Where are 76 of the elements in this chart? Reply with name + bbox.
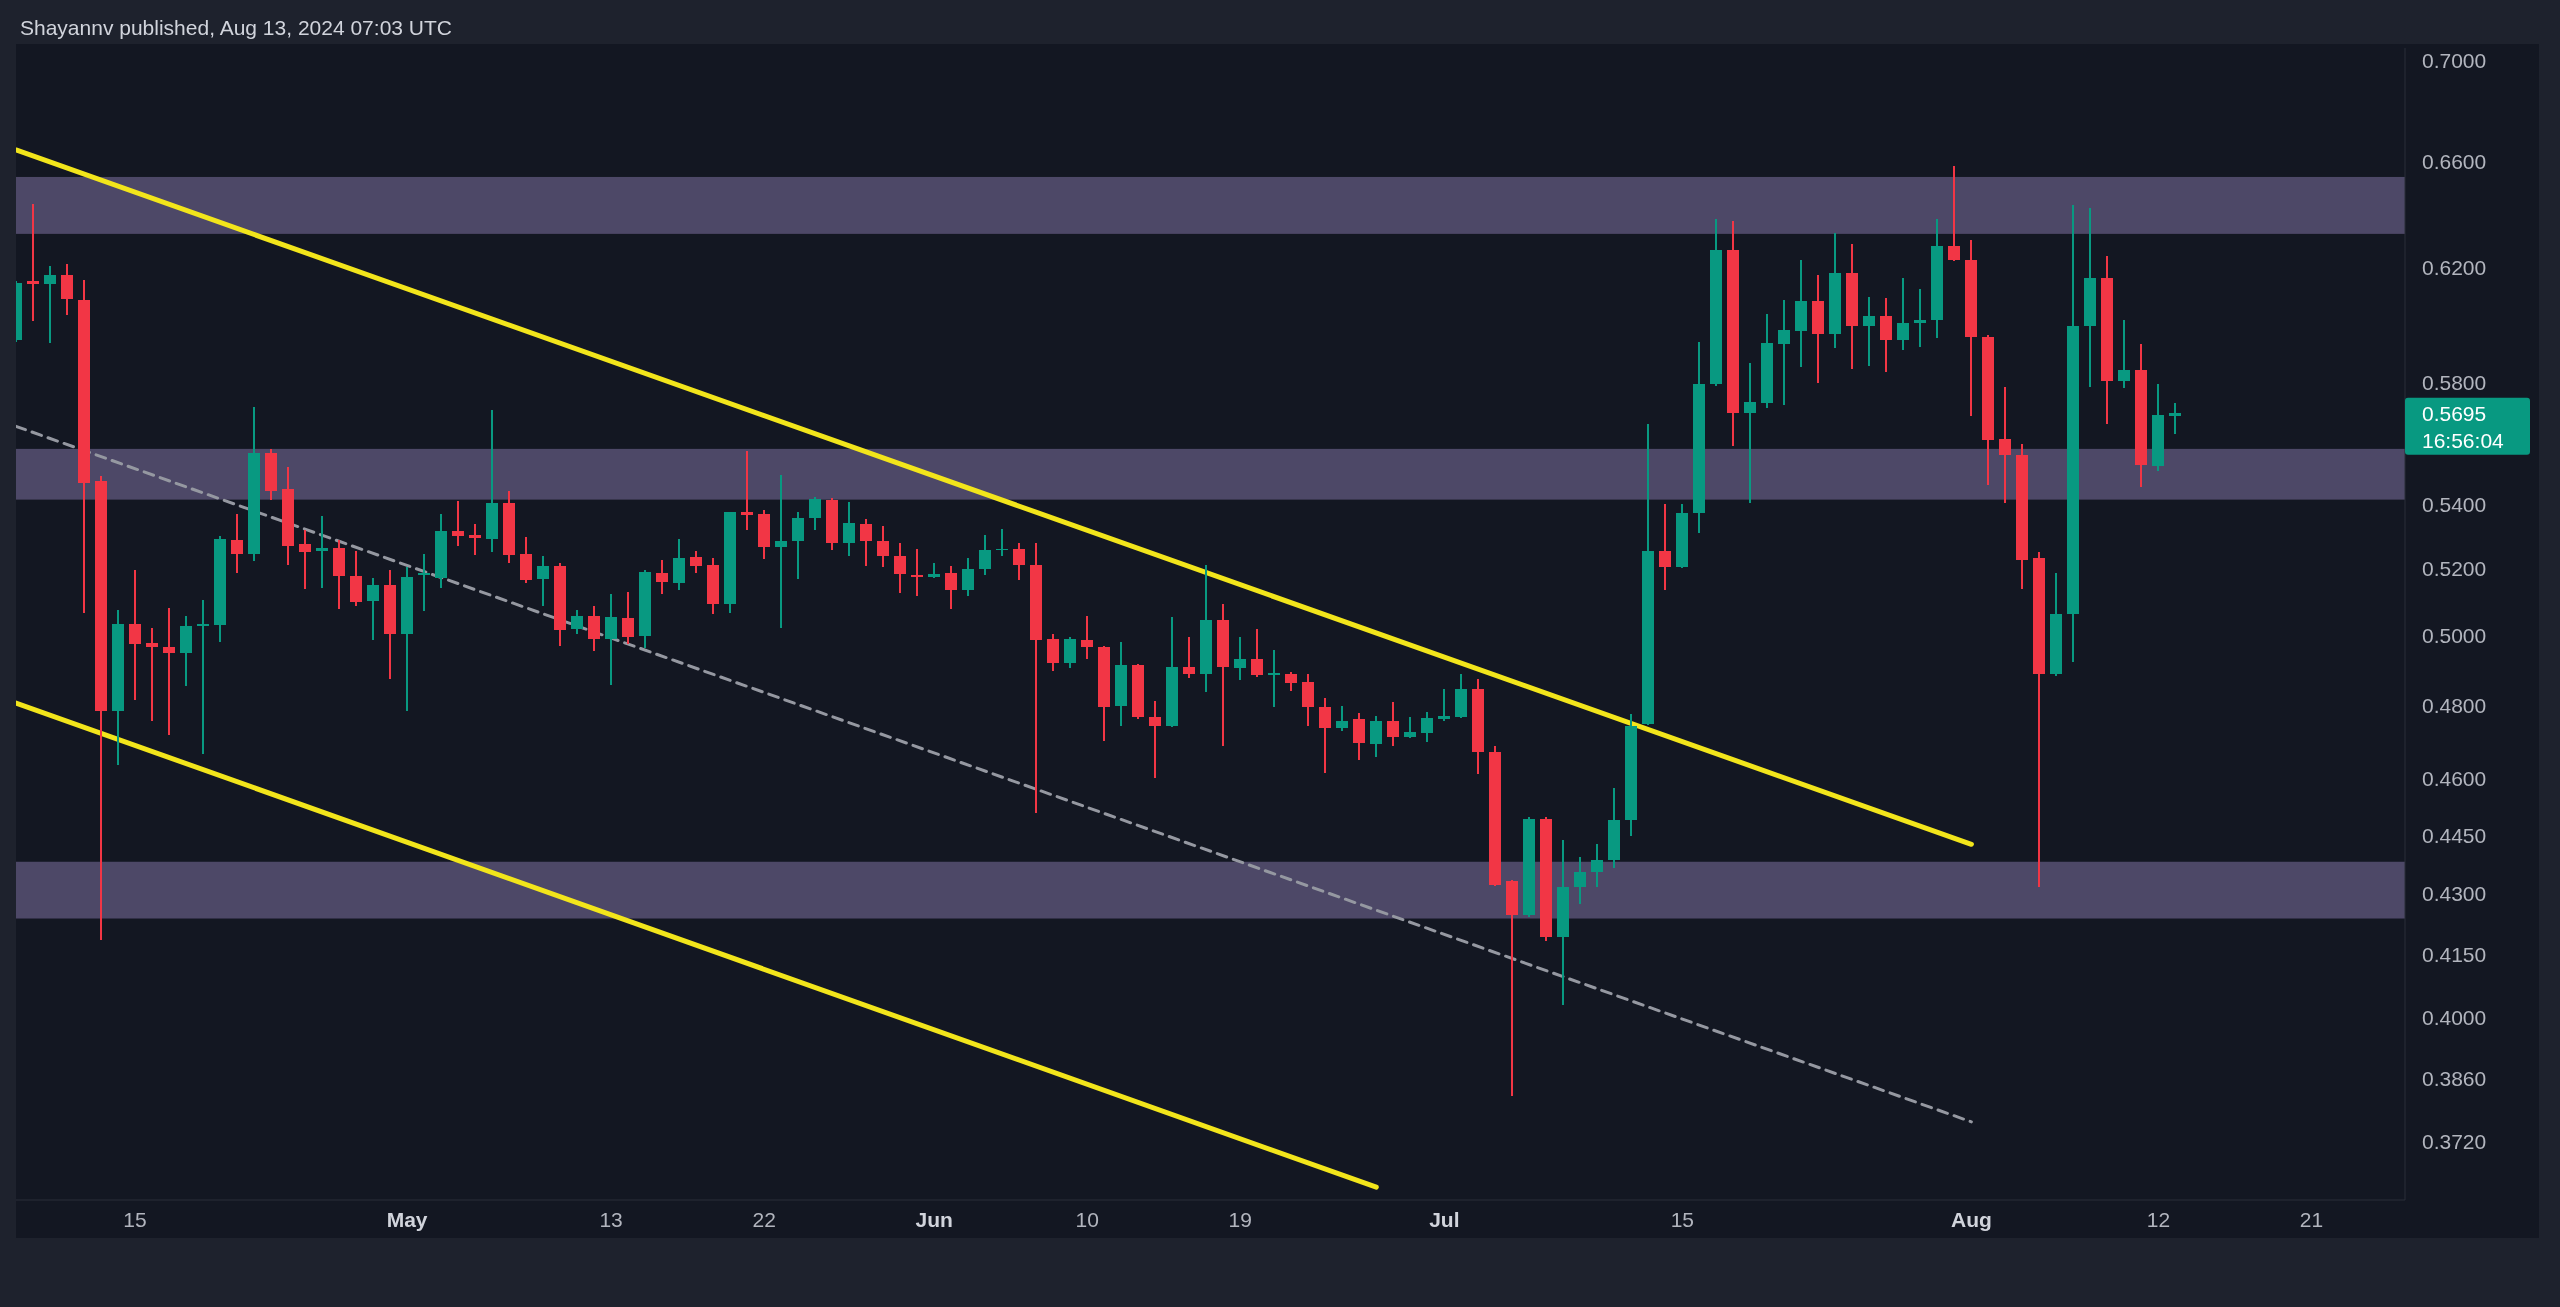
candlestick (1812, 275, 1824, 384)
x-tick-label: 12 (2146, 1207, 2171, 1231)
candlestick (197, 599, 209, 755)
x-tick-label: 21 (2299, 1207, 2324, 1231)
candlestick (1897, 277, 1909, 350)
candlestick (2118, 319, 2130, 389)
candlestick (690, 551, 702, 573)
y-tick-label: 0.4450 (2422, 823, 2487, 847)
candlestick (1914, 288, 1926, 348)
candlestick (1404, 716, 1416, 739)
text: 0.5695 (2422, 401, 2487, 425)
candlestick (1744, 363, 1756, 504)
y-tick-label: 0.4800 (2422, 693, 2487, 717)
candlestick (1880, 298, 1892, 372)
y-tick-label: 0.3860 (2422, 1066, 2487, 1090)
candlestick (1557, 840, 1569, 1005)
y-tick-label: 0.7000 (2422, 48, 2487, 72)
candlestick (1863, 297, 1875, 366)
x-tick-label: 19 (1228, 1207, 1252, 1231)
y-tick-label: 0.5000 (2422, 623, 2487, 647)
candlestick (1438, 688, 1450, 721)
y-tick-label: 0.4000 (2422, 1005, 2487, 1029)
candlestick (1234, 637, 1246, 681)
y-tick-label: 0.3720 (2422, 1129, 2487, 1153)
y-tick-label: 0.5400 (2422, 492, 2487, 516)
candlestick (1285, 672, 1297, 691)
candlestick (2084, 207, 2096, 387)
candlestick (146, 628, 158, 722)
candlestick (1149, 700, 1161, 779)
candlestick (843, 502, 855, 557)
candlestick (1778, 300, 1790, 405)
y-tick-label: 0.6600 (2422, 149, 2487, 173)
x-tick-label: 15 (1670, 1207, 1695, 1231)
candlestick (469, 523, 481, 556)
candlestick (1268, 649, 1280, 707)
candlestick (860, 519, 872, 566)
x-tick-label: Aug (1951, 1207, 1992, 1231)
candlestick (911, 549, 923, 597)
y-tick-label: 0.4600 (2422, 766, 2487, 790)
candlestick (129, 569, 141, 700)
candlestick (163, 607, 175, 736)
x-tick-label: May (386, 1207, 428, 1231)
candlestick (418, 553, 430, 612)
x-tick-label: Jun (915, 1207, 953, 1231)
candlestick (1999, 386, 2011, 504)
candlestick (231, 513, 243, 574)
candlestick (1506, 880, 1518, 1096)
candlestick (1948, 166, 1960, 261)
y-tick-label: 0.6200 (2422, 255, 2487, 279)
x-tick-label: 15 (123, 1207, 147, 1231)
y-tick-label: 0.5200 (2422, 556, 2487, 580)
candlestick (1013, 542, 1025, 581)
candlestick (741, 450, 753, 530)
candlestick (605, 594, 617, 685)
candlestick (775, 475, 787, 628)
text: Shayannv published, Aug 13, 2024 07:03 UTC (20, 15, 452, 39)
candlestick (367, 577, 379, 641)
candlestick (316, 516, 328, 588)
x-tick-label: 10 (1075, 1207, 1099, 1231)
y-tick-label: 0.4300 (2422, 881, 2487, 905)
candlestick (486, 410, 498, 553)
candlestick (180, 615, 192, 687)
x-tick-label: 13 (599, 1207, 623, 1231)
candlestick (452, 501, 464, 546)
candlestick (299, 529, 311, 589)
candlestick (27, 203, 39, 321)
candlestick (44, 266, 56, 344)
y-tick-label: 0.4150 (2422, 942, 2487, 966)
candlestick (1659, 504, 1671, 591)
y-tick-label: 0.5800 (2422, 370, 2487, 394)
x-tick-label: 22 (752, 1207, 776, 1231)
text: 16:56:04 (2422, 428, 2505, 452)
x-tick-label: Jul (1429, 1207, 1460, 1231)
candlestick (1183, 637, 1195, 678)
candlestick (2169, 403, 2181, 434)
candlestick (928, 563, 940, 579)
